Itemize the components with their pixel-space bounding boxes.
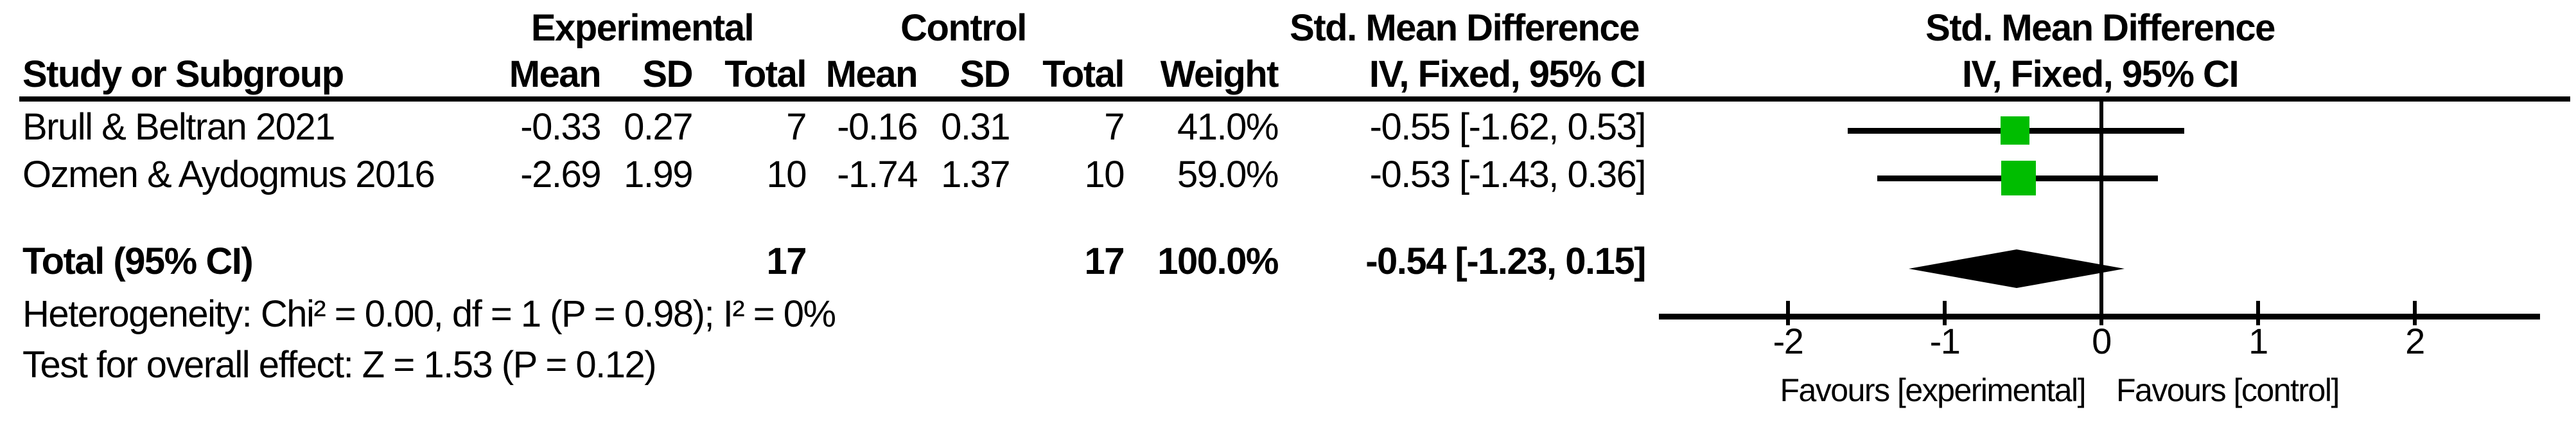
overall-effect-text: Test for overall effect: Z = 1.53 (P = 0… bbox=[22, 344, 657, 386]
weight-col-header: Weight bbox=[1160, 53, 1279, 95]
plot-header-line2: IV, Fixed, 95% CI bbox=[1961, 53, 2239, 95]
control-group-header: Control bbox=[900, 7, 1027, 49]
total-diamond-bottom bbox=[1908, 269, 2125, 288]
study-name-cell: Brull & Beltran 2021 bbox=[22, 106, 335, 148]
ctl-mean-cell: -1.74 bbox=[837, 154, 918, 195]
experimental-group-header: Experimental bbox=[530, 7, 755, 49]
axis-tick-label: 1 bbox=[2248, 321, 2268, 361]
exp-mean-cell: -2.69 bbox=[520, 154, 601, 195]
exp-mean-cell: -0.33 bbox=[520, 106, 601, 148]
total-weight-cell: 100.0% bbox=[1157, 240, 1279, 282]
favours-left-label: Favours [experimental] bbox=[1780, 372, 2086, 408]
exp-total-cell: 10 bbox=[766, 154, 807, 195]
ci-cell: -0.53 [-1.43, 0.36] bbox=[1369, 154, 1647, 195]
plot-header-line1: Std. Mean Difference bbox=[1925, 7, 2275, 49]
weight-cell: 59.0% bbox=[1177, 154, 1279, 195]
weight-cell: 41.0% bbox=[1177, 106, 1279, 148]
ctl-total-col-header: Total bbox=[1042, 53, 1125, 95]
ctl-sd-cell: 1.37 bbox=[941, 154, 1010, 195]
axis-tick bbox=[1786, 301, 1790, 325]
study-weight-square bbox=[2001, 161, 2036, 195]
total-diamond-top bbox=[1908, 249, 2125, 269]
favours-right-label: Favours [control] bbox=[2116, 372, 2340, 408]
total-label-cell: Total (95% CI) bbox=[22, 240, 254, 282]
axis-tick-label: -1 bbox=[1929, 321, 1961, 361]
study-weight-square bbox=[2001, 116, 2030, 145]
total-ci-cell: -0.54 [-1.23, 0.15] bbox=[1365, 240, 1646, 282]
ctl-total-cell: 7 bbox=[1104, 106, 1125, 148]
exp-mean-col-header: Mean bbox=[509, 53, 602, 95]
study-col-header: Study or Subgroup bbox=[22, 53, 344, 95]
axis-tick-label: 0 bbox=[2092, 321, 2112, 361]
exp-sd-cell: 1.99 bbox=[624, 154, 693, 195]
axis-tick bbox=[2413, 301, 2417, 325]
ctl-total-cell: 10 bbox=[1084, 154, 1125, 195]
zero-line bbox=[2099, 102, 2103, 325]
ctl-mean-col-header: Mean bbox=[825, 53, 918, 95]
ci-cell: -0.55 [-1.62, 0.53] bbox=[1369, 106, 1647, 148]
ctl-sd-cell: 0.31 bbox=[941, 106, 1010, 148]
ctl-mean-cell: -0.16 bbox=[837, 106, 918, 148]
study-name-cell: Ozmen & Aydogmus 2016 bbox=[22, 154, 435, 195]
axis-tick-label: -2 bbox=[1773, 321, 1804, 361]
axis-tick bbox=[2256, 301, 2260, 325]
axis-tick bbox=[2099, 301, 2103, 325]
ci-col-header: IV, Fixed, 95% CI bbox=[1369, 53, 1647, 95]
exp-total-cell: 7 bbox=[786, 106, 807, 148]
effect-group-header: Std. Mean Difference bbox=[1290, 7, 1640, 49]
exp-total-col-header: Total bbox=[724, 53, 807, 95]
heterogeneity-text: Heterogeneity: Chi² = 0.00, df = 1 (P = … bbox=[22, 293, 836, 335]
ctl-sd-col-header: SD bbox=[959, 53, 1010, 95]
exp-sd-col-header: SD bbox=[642, 53, 693, 95]
header-rule bbox=[19, 96, 2570, 102]
axis-tick bbox=[1943, 301, 1947, 325]
axis-tick-label: 2 bbox=[2405, 321, 2425, 361]
total-ctl-total-cell: 17 bbox=[1084, 240, 1125, 282]
exp-sd-cell: 0.27 bbox=[624, 106, 693, 148]
total-exp-total-cell: 17 bbox=[766, 240, 807, 282]
